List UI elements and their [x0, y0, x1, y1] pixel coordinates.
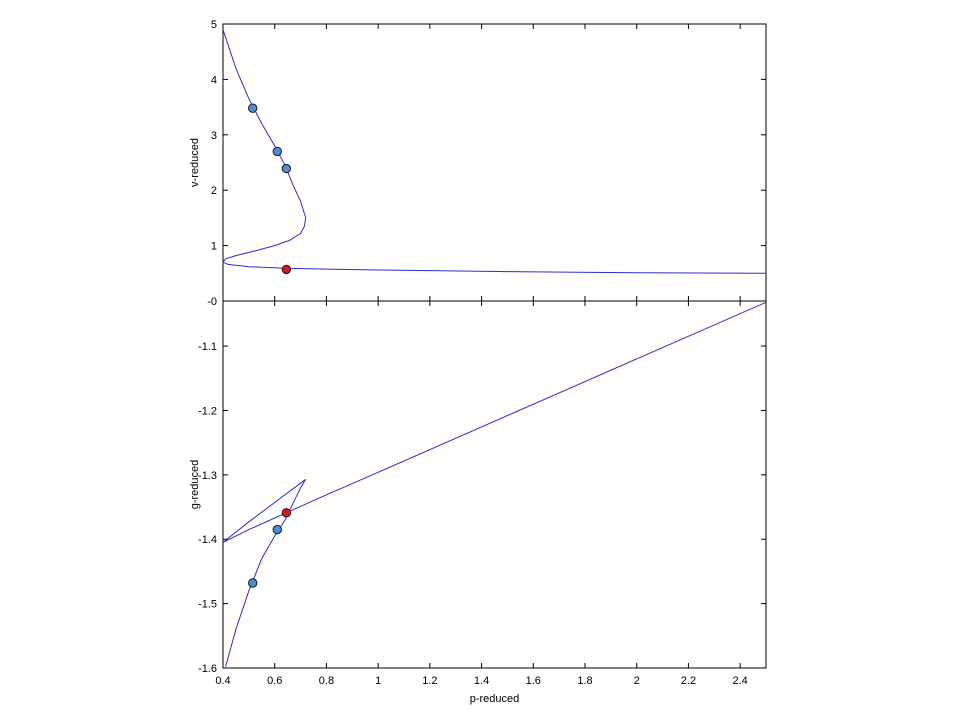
v-reduced-panel: -0 1 2 3 4 5 v-reduced — [189, 19, 767, 308]
x-tick-label: 1 — [375, 675, 381, 687]
series-line — [223, 301, 766, 667]
plot-frame — [222, 300, 767, 669]
x-tick-label: 0.4 — [215, 675, 230, 687]
x-tick-label: 2.2 — [681, 675, 696, 687]
x-axis-label: p-reduced — [470, 693, 520, 705]
y-tick-label: 5 — [211, 19, 217, 31]
y-tick-label: -1.6 — [198, 663, 217, 675]
y-axis-label: v-reduced — [189, 138, 201, 187]
y-tick-label: -1.1 — [198, 341, 217, 353]
x-tick-label: 1.6 — [526, 675, 541, 687]
x-tick-label: 2.4 — [732, 675, 747, 687]
series-line — [223, 29, 766, 274]
y-tick-label: -1.4 — [198, 534, 217, 546]
data-point — [272, 524, 282, 535]
x-tick-label: 1.4 — [474, 675, 489, 687]
y-tick-label: -1.2 — [198, 405, 217, 417]
y-axis-label: g-reduced — [189, 460, 201, 510]
x-tick-label: 1.8 — [577, 675, 592, 687]
data-point — [248, 578, 258, 588]
x-tick-label: 0.8 — [319, 675, 334, 687]
y-tick-label: 4 — [211, 74, 217, 86]
x-tick-label: 1.2 — [422, 675, 437, 687]
plot-frame — [222, 23, 767, 302]
y-tick-label: -0 — [207, 296, 217, 308]
x-tick-label: 2 — [634, 675, 640, 687]
y-tick-label: -1.3 — [198, 470, 217, 482]
y-tick-label: 1 — [211, 241, 217, 253]
data-point — [281, 508, 292, 518]
data-point — [281, 264, 292, 275]
g-reduced-panel: -1.6 -1.5 -1.4 -1.3 -1.2 -1.1 0.4 0.6 0.8 1 1.2 1.4… — [189, 300, 767, 705]
data-point — [248, 103, 258, 113]
x-tick-label: 0.6 — [267, 675, 282, 687]
y-tick-label: -1.5 — [198, 599, 217, 611]
y-tick-label: 2 — [211, 185, 217, 197]
y-tick-label: 3 — [211, 130, 217, 142]
data-point — [272, 146, 282, 157]
data-point — [281, 163, 292, 174]
